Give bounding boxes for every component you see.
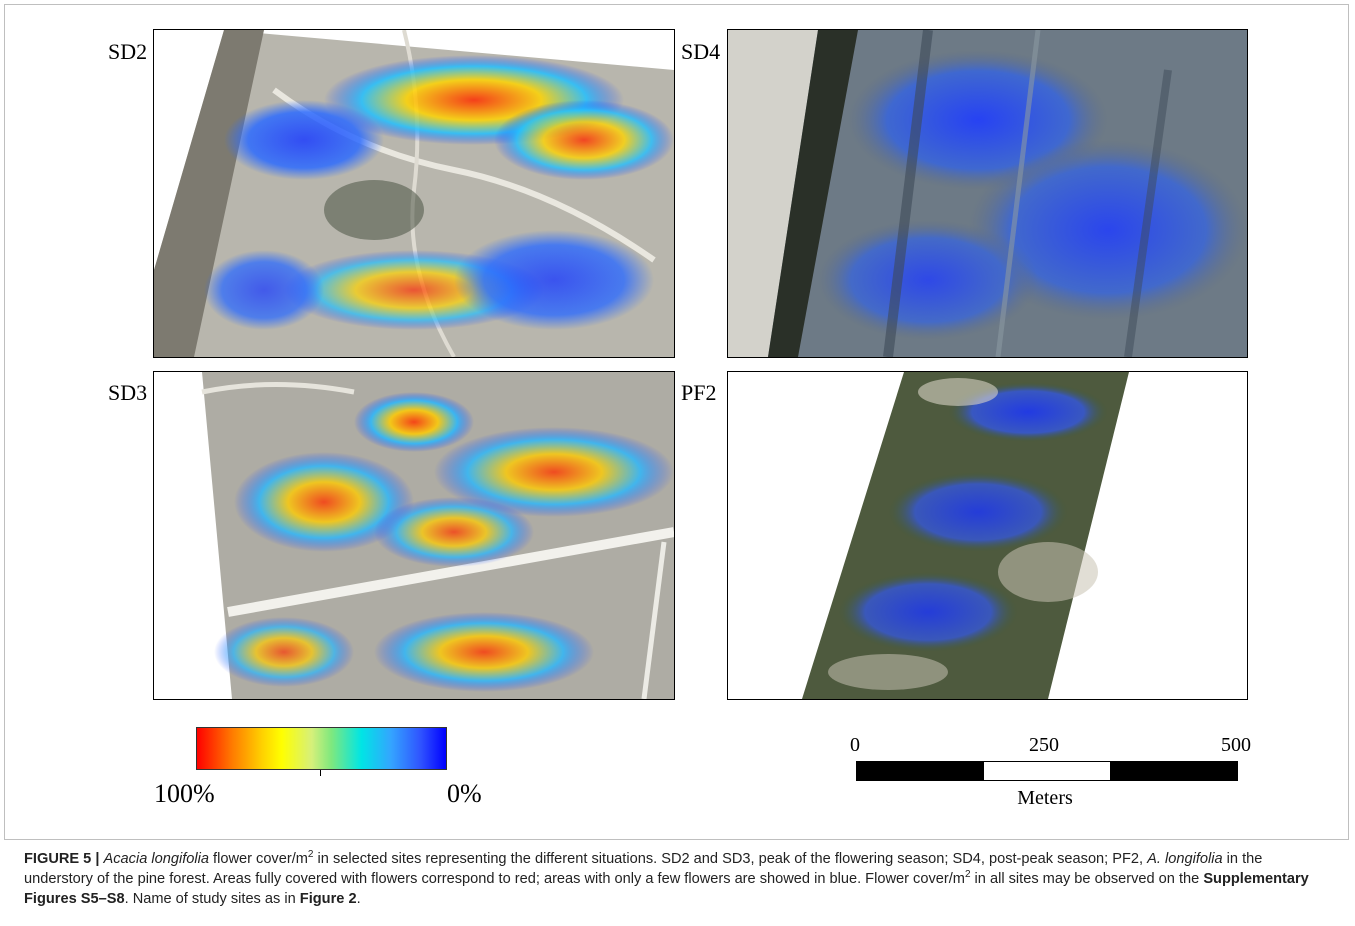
map-panel-sd2: [153, 29, 675, 358]
scale-tick-250: 250: [1029, 734, 1059, 756]
figure-frame: [4, 4, 1349, 840]
scale-tick-0: 0: [850, 734, 860, 756]
map-panel-sd3: [153, 371, 675, 700]
scale-segment: [1110, 762, 1238, 780]
legend-low-label: 0%: [447, 779, 482, 808]
caption-superscript: 2: [964, 869, 971, 881]
figure-caption: FIGURE 5 | Acacia longifolia flower cove…: [24, 849, 1334, 909]
scale-bar: [856, 761, 1238, 781]
legend-high-label: 100%: [154, 779, 215, 808]
caption-figure-label: FIGURE 5 |: [24, 851, 100, 867]
panel-label-sd2: SD2: [108, 39, 148, 64]
caption-superscript: 2: [307, 849, 314, 861]
scale-segment: [857, 762, 984, 780]
map-panel-pf2: [727, 371, 1248, 700]
scale-units-label: Meters: [1017, 787, 1073, 809]
legend-tick: [320, 770, 321, 776]
scale-segment: [983, 762, 1111, 780]
caption-species: Acacia longifolia: [103, 851, 209, 867]
caption-species-abbrev: A. longifolia: [1147, 851, 1223, 867]
caption-text: in all sites may be observed on the: [970, 871, 1204, 887]
caption-text: in the understory of the pine forest. Ar…: [24, 851, 1263, 887]
figure-2-link[interactable]: Figure 2: [299, 891, 357, 907]
caption-text: .: [356, 891, 361, 907]
panel-label-pf2: PF2: [681, 380, 717, 405]
panel-label-sd3: SD3: [108, 380, 148, 405]
caption-text: flower cover/m: [208, 851, 308, 867]
map-panel-sd4: [727, 29, 1248, 358]
caption-text: . Name of study sites as in: [124, 891, 300, 907]
flower-cover-color-scale: [196, 727, 447, 770]
scale-tick-500: 500: [1221, 734, 1251, 756]
caption-text: in selected sites representing the diffe…: [313, 851, 1148, 867]
supplementary-figures-link[interactable]: Supplementary Figures S5–S8: [24, 871, 1309, 907]
panel-label-sd4: SD4: [681, 39, 721, 64]
